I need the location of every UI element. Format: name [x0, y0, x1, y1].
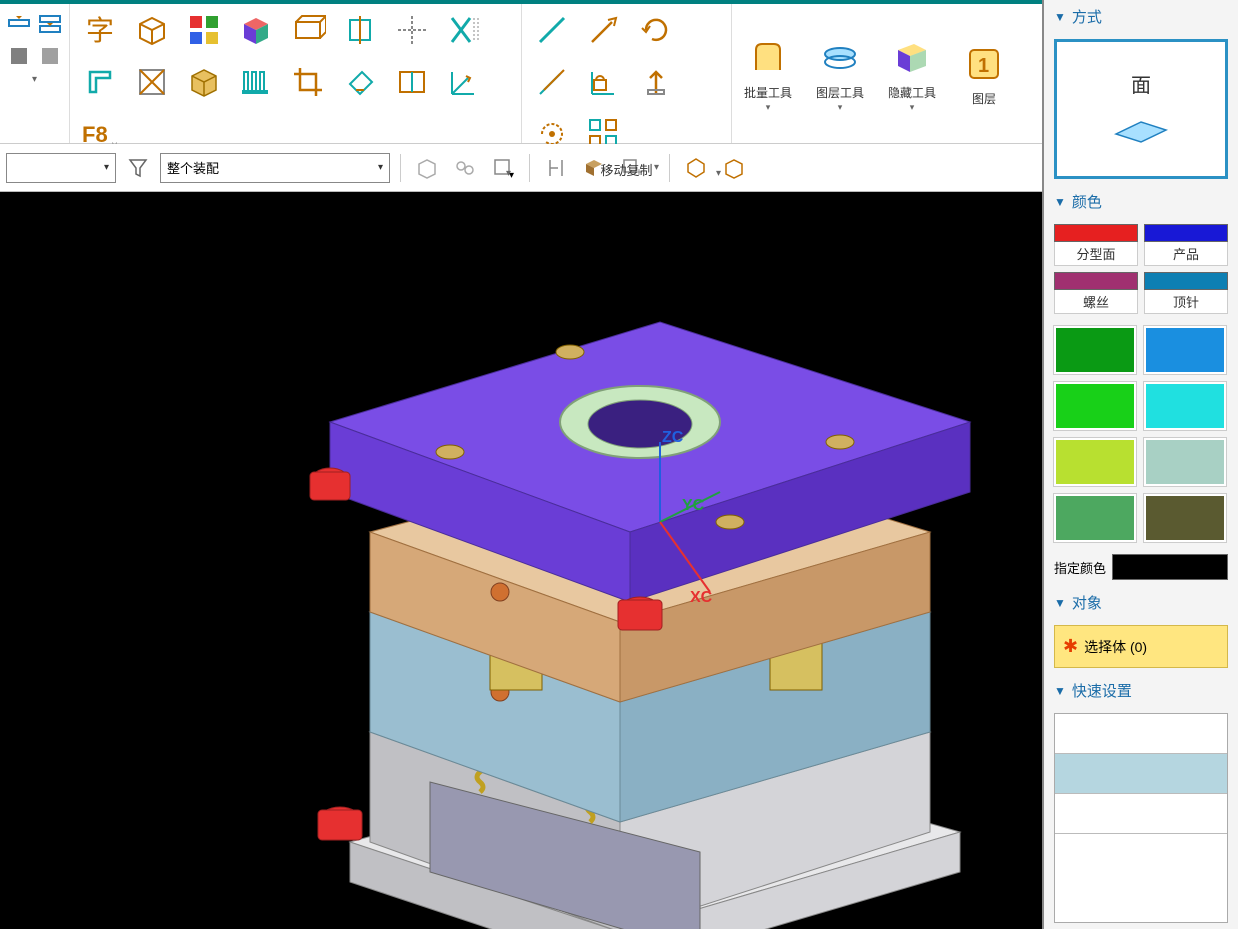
section-mode-header[interactable]: ▼方式 — [1044, 0, 1238, 33]
mode-face-button[interactable]: 面 — [1054, 39, 1228, 179]
color-swatch-7[interactable] — [1054, 494, 1136, 542]
batch-tool-dropdown: ▾ — [766, 102, 771, 113]
hide-tool-label: 隐藏工具 — [888, 84, 936, 101]
left-tool-4[interactable] — [37, 42, 64, 70]
comb-icon[interactable] — [234, 60, 278, 104]
axis-x-label: XC — [690, 589, 713, 606]
color-swatch-3[interactable] — [1054, 382, 1136, 430]
rotate-icon[interactable] — [634, 8, 678, 52]
color-swatch-4[interactable] — [1144, 382, 1226, 430]
color-product[interactable]: 产品 — [1144, 224, 1228, 266]
cube-solid-icon[interactable] — [182, 60, 226, 104]
mode-face-label: 面 — [1131, 69, 1151, 98]
quick-row-1[interactable] — [1055, 714, 1227, 754]
face-icon — [1106, 110, 1176, 150]
specify-color-box[interactable] — [1112, 554, 1228, 580]
line-arrow-icon[interactable] — [582, 8, 626, 52]
quick-row-2[interactable] — [1055, 754, 1227, 794]
ribbon: ▾ 字 F8y — [0, 4, 1042, 144]
split-box-icon[interactable] — [390, 60, 434, 104]
batch-tool-label: 批量工具 — [744, 84, 792, 101]
angle-icon[interactable] — [442, 60, 486, 104]
line-icon[interactable] — [530, 8, 574, 52]
frame-x-icon[interactable] — [130, 60, 174, 104]
layer2-label: 图层 — [972, 90, 996, 107]
x-delete-icon[interactable] — [442, 8, 486, 52]
cube-shaded-icon[interactable] — [234, 8, 278, 52]
batch-tool-button[interactable]: 批量工具 ▾ — [732, 4, 804, 143]
select-body-row[interactable]: ✱ 选择体 (0) — [1054, 625, 1228, 668]
left-group-dropdown[interactable]: ▾ — [6, 74, 63, 85]
up-arrow-icon[interactable] — [634, 60, 678, 104]
specify-color-row: 指定颜色 — [1044, 548, 1238, 586]
layer2-icon: 1 — [960, 40, 1008, 88]
select-body-label: 选择体 (0) — [1084, 637, 1147, 657]
color-swatch-2[interactable] — [1144, 326, 1226, 374]
color-swatch-6[interactable] — [1144, 438, 1226, 486]
color-screw[interactable]: 螺丝 — [1054, 272, 1138, 314]
eraser-icon[interactable] — [338, 60, 382, 104]
svg-text:1: 1 — [978, 55, 989, 77]
viewport-3d[interactable]: ZC YC XC — [0, 192, 1042, 929]
layer2-button[interactable]: 1 图层 — [948, 4, 1012, 143]
section-object-header[interactable]: ▼对象 — [1044, 586, 1238, 619]
common-dropdown-arrow[interactable]: ▾ — [506, 168, 511, 179]
mold-model: ZC YC XC — [0, 192, 1042, 929]
corner-icon[interactable] — [78, 60, 122, 104]
layer-tool-icon — [816, 34, 864, 82]
layer-tool-dropdown: ▾ — [838, 102, 843, 113]
ribbon-group-move: 移动复制 ▾ — [522, 4, 732, 143]
left-tool-1[interactable] — [6, 10, 33, 38]
color-ejector[interactable]: 顶针 — [1144, 272, 1228, 314]
section-color-header[interactable]: ▼颜色 — [1044, 185, 1238, 218]
color-swatch-5[interactable] — [1054, 438, 1136, 486]
cube-wire-icon[interactable] — [130, 8, 174, 52]
specify-color-label: 指定颜色 — [1054, 558, 1106, 577]
ribbon-left-group: ▾ — [0, 4, 70, 143]
ribbon-group-common: 字 F8y 常用工具 ▾ — [70, 4, 522, 143]
plain-color-grid — [1044, 320, 1238, 548]
left-tool-3[interactable] — [6, 42, 33, 70]
combo-1[interactable]: ▾ — [6, 153, 116, 183]
left-tool-2[interactable] — [37, 10, 64, 38]
side-panel: ▼方式 面 ▼颜色 分型面 产品 螺丝 顶针 — [1042, 0, 1238, 929]
svg-text:字: 字 — [86, 15, 114, 47]
lock-axis-icon[interactable] — [582, 60, 626, 104]
combo-assembly[interactable]: 整个装配▾ — [160, 153, 390, 183]
crosshair-icon[interactable] — [390, 8, 434, 52]
hide-tool-dropdown: ▾ — [910, 102, 915, 113]
layer-tool-label: 图层工具 — [816, 84, 864, 101]
labeled-color-grid: 分型面 产品 螺丝 顶针 — [1044, 218, 1238, 320]
required-star-icon: ✱ — [1063, 636, 1078, 657]
slice-icon[interactable] — [338, 8, 382, 52]
color-swatch-1[interactable] — [1054, 326, 1136, 374]
move-dropdown-arrow[interactable]: ▾ — [716, 168, 721, 179]
quick-settings-box — [1054, 713, 1228, 923]
hide-tool-icon — [888, 34, 936, 82]
color-grid-icon[interactable] — [182, 8, 226, 52]
ribbon-group-move-label: 移动复制 ▾ — [530, 156, 723, 183]
color-swatch-8[interactable] — [1144, 494, 1226, 542]
color-parting[interactable]: 分型面 — [1054, 224, 1138, 266]
box-side-icon[interactable] — [286, 8, 330, 52]
batch-tool-icon — [744, 34, 792, 82]
text-tool-icon[interactable]: 字 — [78, 8, 122, 52]
hide-tool-button[interactable]: 隐藏工具 ▾ — [876, 4, 948, 143]
section-quick-header[interactable]: ▼快速设置 — [1044, 674, 1238, 707]
mirror-line-icon[interactable] — [530, 60, 574, 104]
axis-z-label: ZC — [662, 429, 684, 446]
layer-tool-button[interactable]: 图层工具 ▾ — [804, 4, 876, 143]
crop-icon[interactable] — [286, 60, 330, 104]
quick-row-3[interactable] — [1055, 794, 1227, 834]
axis-y-label: YC — [682, 497, 705, 514]
